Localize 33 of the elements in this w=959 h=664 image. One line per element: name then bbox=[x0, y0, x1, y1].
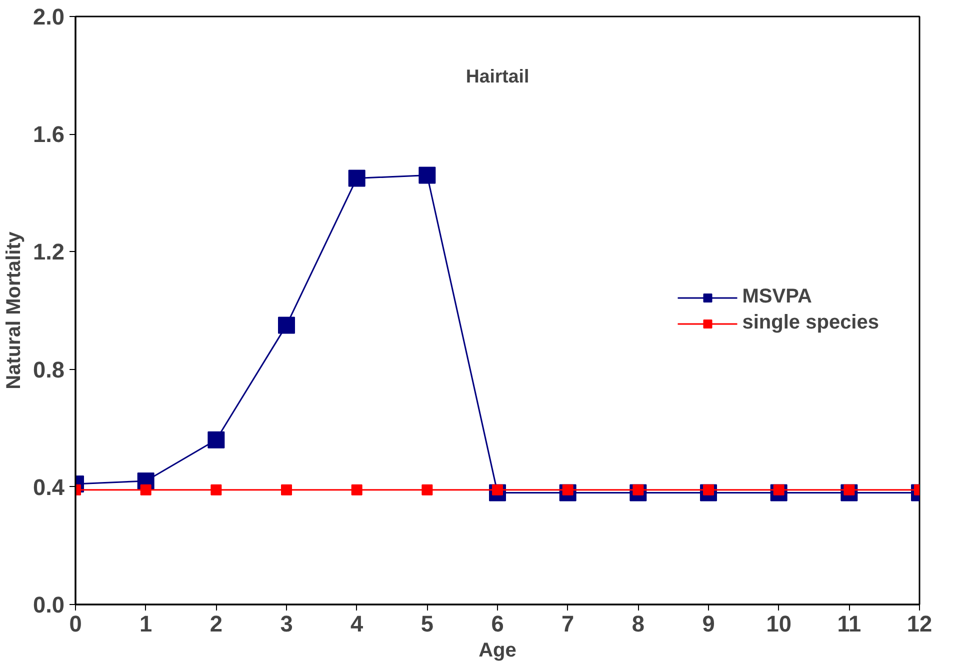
y-tick-label: 0.4 bbox=[33, 474, 65, 500]
x-tick-label: 6 bbox=[491, 610, 504, 636]
x-tick-label: 10 bbox=[766, 610, 792, 636]
text: Hairtail bbox=[466, 66, 530, 86]
point bbox=[422, 484, 433, 496]
y-tick-label: 2.0 bbox=[33, 4, 65, 30]
y-tick-label: 0.0 bbox=[33, 592, 65, 618]
y-tick-label: 1.6 bbox=[33, 121, 65, 148]
x-tick-label: 8 bbox=[632, 610, 644, 636]
x-tick-label: 9 bbox=[702, 610, 715, 636]
x-tick-label: 0 bbox=[69, 610, 82, 636]
x-tick-label: 11 bbox=[837, 610, 862, 636]
x-tick-label: 2 bbox=[210, 610, 222, 636]
point bbox=[418, 166, 436, 184]
x-tick-label: 3 bbox=[280, 610, 293, 636]
legend-label: single species bbox=[742, 312, 879, 334]
point bbox=[281, 484, 292, 496]
y-tick-label: 0.8 bbox=[33, 356, 65, 382]
x-tick-label: 1 bbox=[140, 610, 152, 636]
x-tick-label: 12 bbox=[906, 610, 932, 636]
y-axis-title: Natural Mortality bbox=[3, 230, 26, 390]
point bbox=[348, 170, 366, 187]
point bbox=[140, 484, 152, 496]
point bbox=[210, 484, 222, 496]
x-axis-title: Age bbox=[478, 640, 516, 662]
point bbox=[351, 484, 362, 496]
x-tick-label: 5 bbox=[420, 610, 434, 636]
point bbox=[278, 316, 295, 334]
x-tick-label: 4 bbox=[350, 610, 364, 636]
legend-label: MSVPA bbox=[742, 286, 812, 308]
x-tick-label: 7 bbox=[562, 610, 574, 636]
y-tick-label: 1.2 bbox=[33, 238, 65, 265]
point bbox=[208, 431, 225, 448]
